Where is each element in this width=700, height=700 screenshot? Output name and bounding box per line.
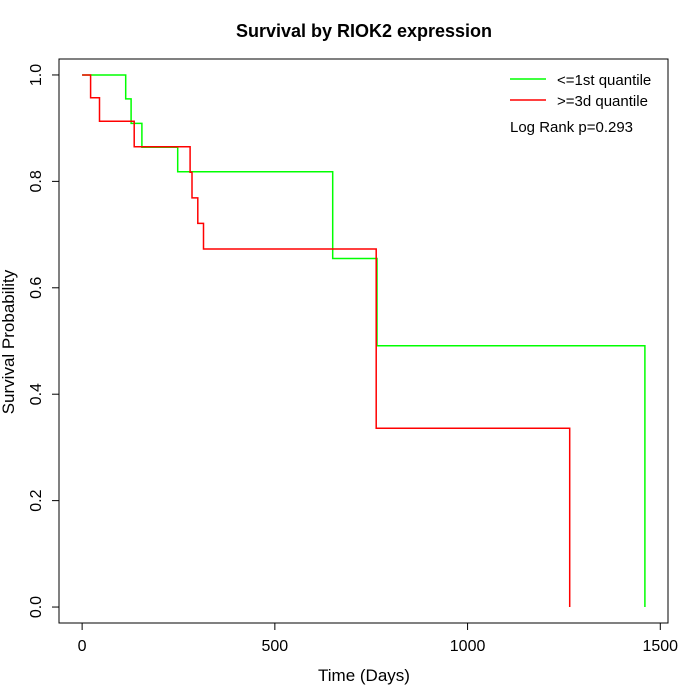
- legend: <=1st quantile >=3d quantile: [510, 72, 651, 110]
- plot-frame: [58, 58, 669, 624]
- y-axis-label: Survival Probability: [0, 269, 18, 414]
- x-tick-label: 0: [78, 638, 87, 655]
- series-layer: [82, 74, 646, 607]
- x-tick-label: 1000: [450, 638, 486, 655]
- y-tick-label: 0.0: [28, 596, 45, 618]
- chart-title: Survival by RIOK2 expression: [236, 21, 492, 41]
- log-rank-annotation: Log Rank p=0.293: [510, 119, 633, 136]
- y-tick-label: 0.2: [28, 489, 45, 511]
- x-axis: 0 500 1000 1500: [78, 622, 678, 655]
- legend-label-low: <=1st quantile: [557, 72, 651, 89]
- y-tick-label: 0.4: [28, 383, 45, 405]
- y-axis: 0.0 0.2 0.4 0.6 0.8 1.0: [28, 64, 60, 618]
- x-tick-label: 1500: [642, 638, 678, 655]
- y-tick-label: 1.0: [28, 64, 45, 86]
- y-tick-label: 0.6: [28, 277, 45, 299]
- legend-label-high: >=3d quantile: [557, 93, 648, 110]
- y-tick-label: 0.8: [28, 170, 45, 192]
- x-axis-label: Time (Days): [318, 666, 410, 685]
- series-line-1: [82, 74, 571, 607]
- x-tick-label: 500: [261, 638, 288, 655]
- series-line-0: [82, 74, 646, 607]
